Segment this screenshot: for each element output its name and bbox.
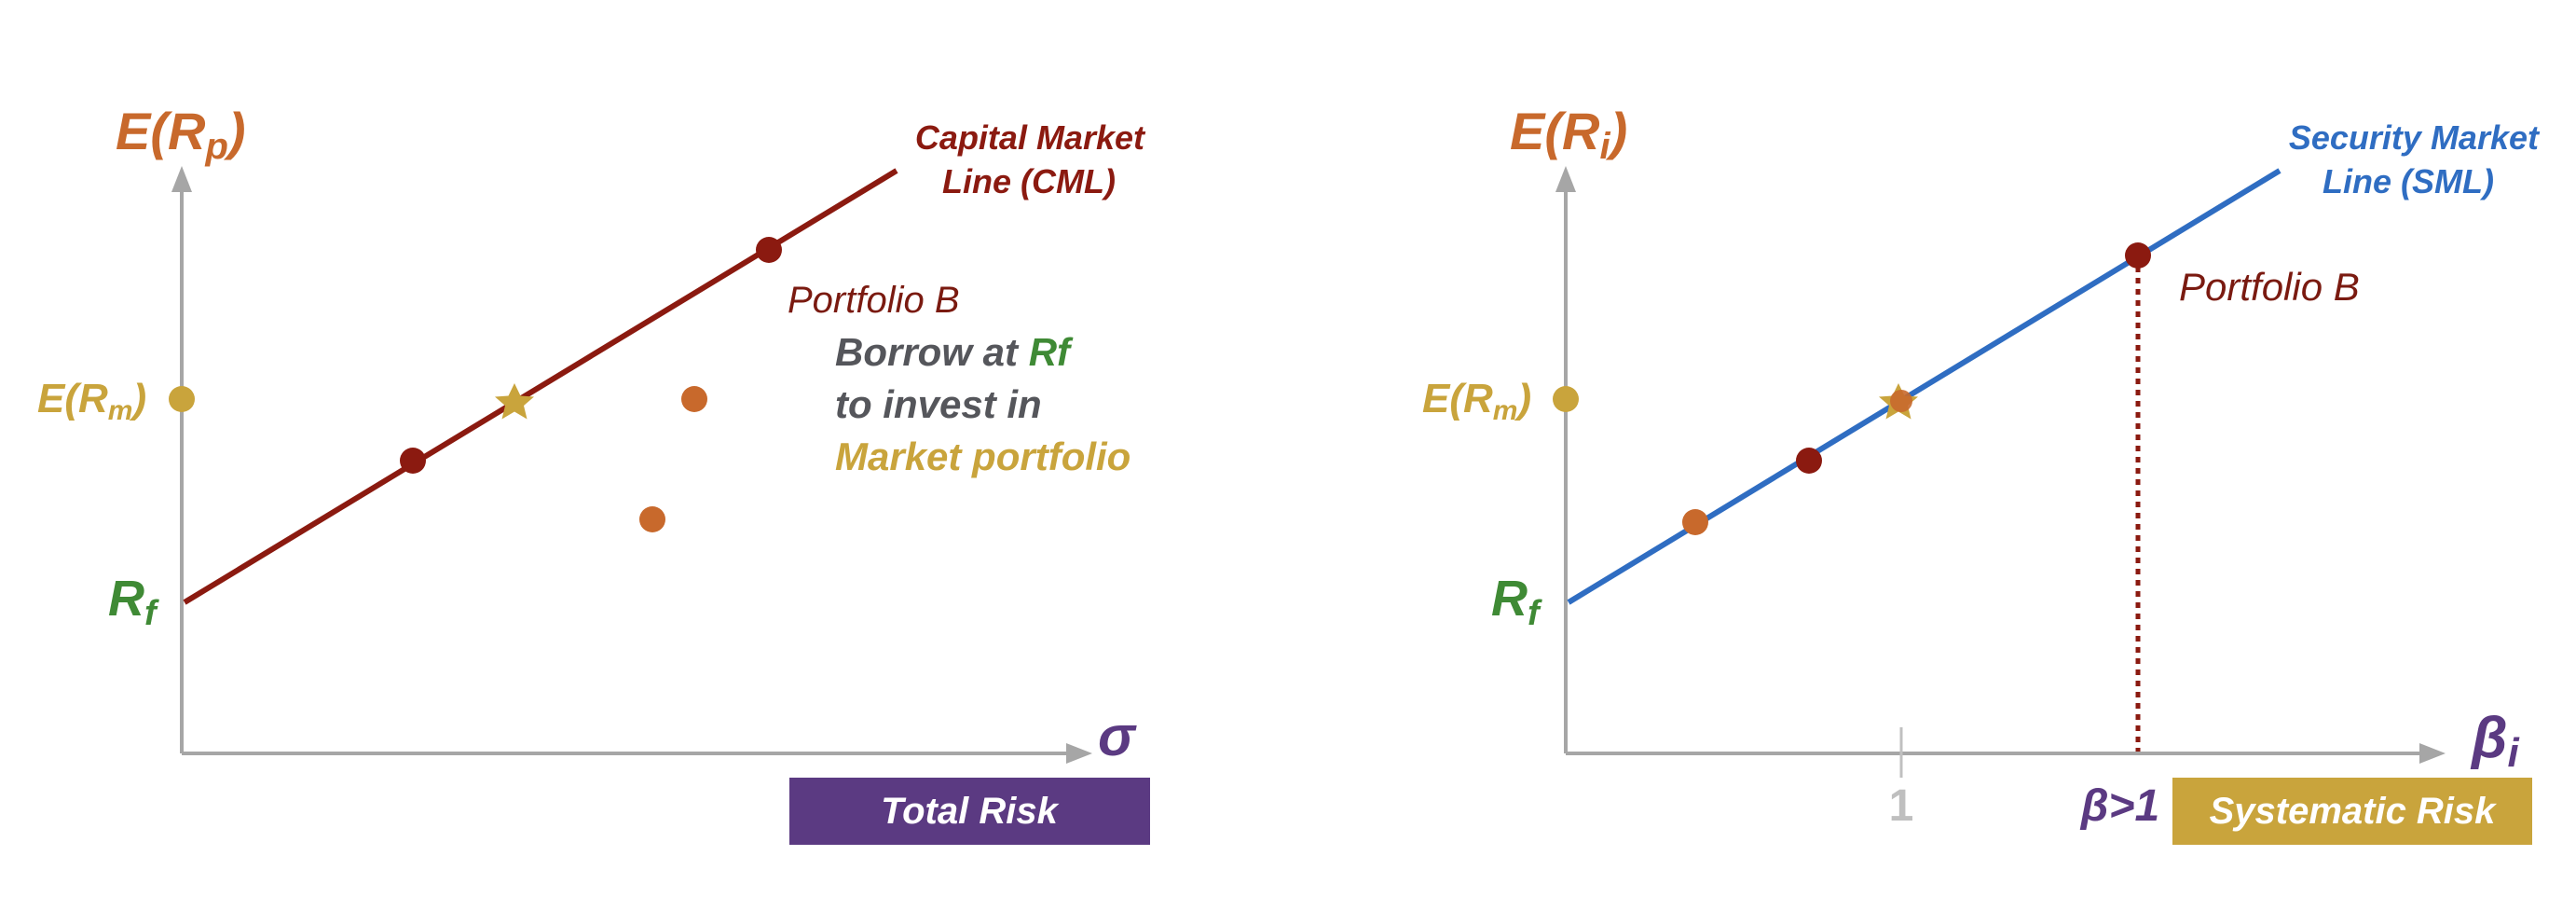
borrow-note-line1: Borrow at Rf — [835, 330, 1074, 374]
sml-label-line2: Line (SML) — [2323, 162, 2494, 200]
y-axis-arrow-left — [171, 166, 192, 192]
cml-point-lower — [400, 448, 426, 474]
portfolio-b-label-left: Portfolio B — [788, 280, 960, 321]
star-icon — [495, 383, 534, 420]
erm-axis-point-left — [169, 386, 195, 412]
borrow-note-line3: Market portfolio — [835, 435, 1130, 478]
sml-point-lower — [1796, 448, 1822, 474]
sml-label-line1: Security Market — [2289, 118, 2541, 157]
erm-label-right: E(Rm) — [1422, 376, 1531, 426]
y-axis-label-right: E(Ri) — [1510, 102, 1627, 167]
x-axis-arrow-left — [1066, 743, 1092, 764]
x-axis-arrow-right — [2419, 743, 2446, 764]
systematic-risk-badge — [2172, 778, 2532, 845]
sml-diagram: E(Ri) E(Rm) Rf βi 1 β>1 Security Market … — [1422, 102, 2541, 845]
security-market-line — [1567, 168, 2281, 605]
sml-point-market-orange — [1890, 390, 1912, 412]
inefficient-point-2 — [639, 506, 665, 532]
borrow-note-line2: to invest in — [835, 382, 1042, 426]
portfolio-b-point-right — [2125, 242, 2151, 269]
cml-label-line2: Line (CML) — [942, 162, 1116, 200]
beta-one-label: 1 — [1889, 781, 1914, 831]
x-axis-label-left: σ — [1098, 705, 1137, 767]
total-risk-label: Total Risk — [881, 791, 1059, 832]
cml-label-line1: Capital Market — [915, 118, 1146, 157]
y-axis-arrow-right — [1555, 166, 1576, 192]
cml-diagram: E(Rp) E(Rm) Rf σ Capital Market Line (CM… — [37, 102, 1150, 845]
rf-label-right: Rf — [1491, 571, 1542, 633]
portfolio-b-point-left — [756, 237, 782, 263]
erm-axis-point-right — [1553, 386, 1579, 412]
rf-label-left: Rf — [108, 571, 159, 633]
capital-market-line — [183, 168, 898, 605]
systematic-risk-label: Systematic Risk — [2210, 791, 2498, 832]
sml-point-low-orange — [1682, 509, 1708, 535]
inefficient-point-1 — [681, 386, 707, 412]
beta-greater-one-label: β>1 — [2079, 781, 2160, 831]
portfolio-b-label-right: Portfolio B — [2179, 265, 2360, 309]
y-axis-label-left: E(Rp) — [116, 102, 246, 167]
total-risk-badge — [789, 778, 1150, 845]
x-axis-label-right: βi — [2470, 706, 2519, 776]
erm-label-left: E(Rm) — [37, 376, 146, 426]
